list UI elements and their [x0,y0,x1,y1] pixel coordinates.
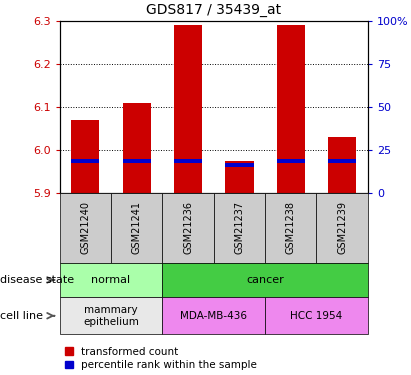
Text: MDA-MB-436: MDA-MB-436 [180,311,247,321]
Legend: transformed count, percentile rank within the sample: transformed count, percentile rank withi… [65,346,257,370]
Text: GSM21237: GSM21237 [234,201,245,254]
Bar [277,159,305,163]
Bar [328,137,356,193]
Bar [122,102,151,193]
Text: HCC 1954: HCC 1954 [290,311,343,321]
Text: cancer: cancer [246,275,284,285]
Bar [71,159,99,163]
Text: mammary
epithelium: mammary epithelium [83,305,139,327]
Text: cell line: cell line [0,311,43,321]
Text: GSM21238: GSM21238 [286,201,296,254]
Text: GSM21240: GSM21240 [80,201,90,254]
Text: GSM21236: GSM21236 [183,201,193,254]
Bar [328,159,356,163]
Bar [277,25,305,193]
Bar [225,161,254,193]
Bar [122,159,151,163]
Text: normal: normal [91,275,131,285]
Bar [225,163,254,167]
Bar [71,120,99,193]
Text: disease state: disease state [0,275,74,285]
Bar [174,25,202,193]
Text: GSM21241: GSM21241 [132,201,142,254]
Bar [174,159,202,163]
Text: GSM21239: GSM21239 [337,201,347,254]
Title: GDS817 / 35439_at: GDS817 / 35439_at [146,3,281,17]
